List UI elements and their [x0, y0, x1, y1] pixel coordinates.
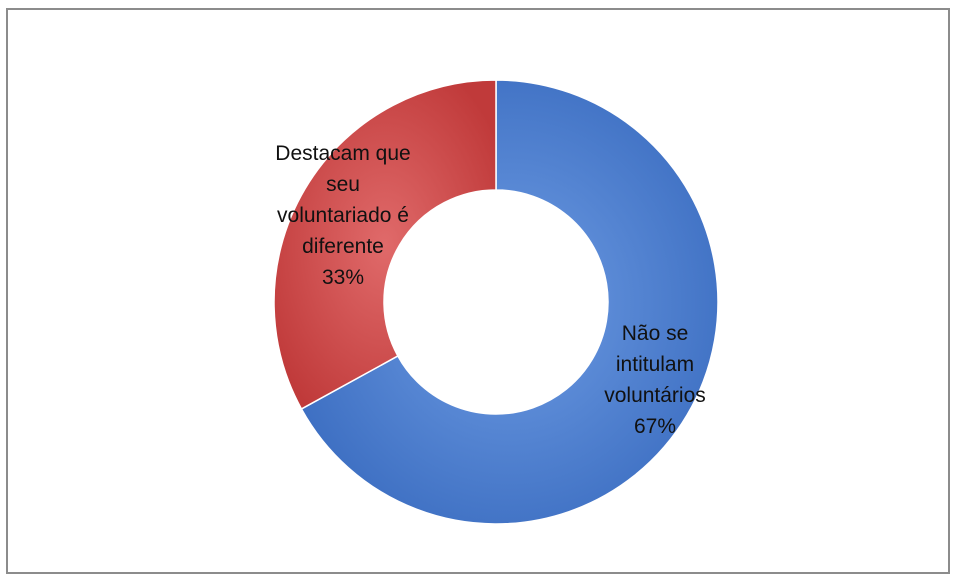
slice-label-line: seu: [326, 173, 360, 196]
slice-label-line: Não se: [622, 322, 689, 345]
slice-label-line: diferente: [302, 235, 384, 258]
slice-1: [273, 79, 497, 410]
doughnut-chart: Não se intitulam voluntários 67% Destacam qu…: [273, 79, 719, 525]
slice-label-1: Destacam que seu voluntariado é diferente 33…: [275, 142, 410, 289]
slice-label-line: intitulam: [616, 353, 694, 376]
slice-label-0: Não se intitulam voluntários 67%: [604, 322, 706, 438]
slice-label-line: Destacam que: [275, 142, 410, 165]
slice-label-line: 33%: [322, 266, 364, 289]
slice-label-line: voluntários: [604, 384, 706, 407]
slice-label-line: 67%: [634, 415, 676, 438]
slice-0: [300, 79, 719, 525]
slices-group: [273, 79, 719, 525]
labels-group: Não se intitulam voluntários 67% Destacam qu…: [275, 142, 705, 438]
slice-label-line: voluntariado é: [277, 204, 409, 227]
chart-frame: Não se intitulam voluntários 67% Destacam qu…: [6, 8, 950, 574]
